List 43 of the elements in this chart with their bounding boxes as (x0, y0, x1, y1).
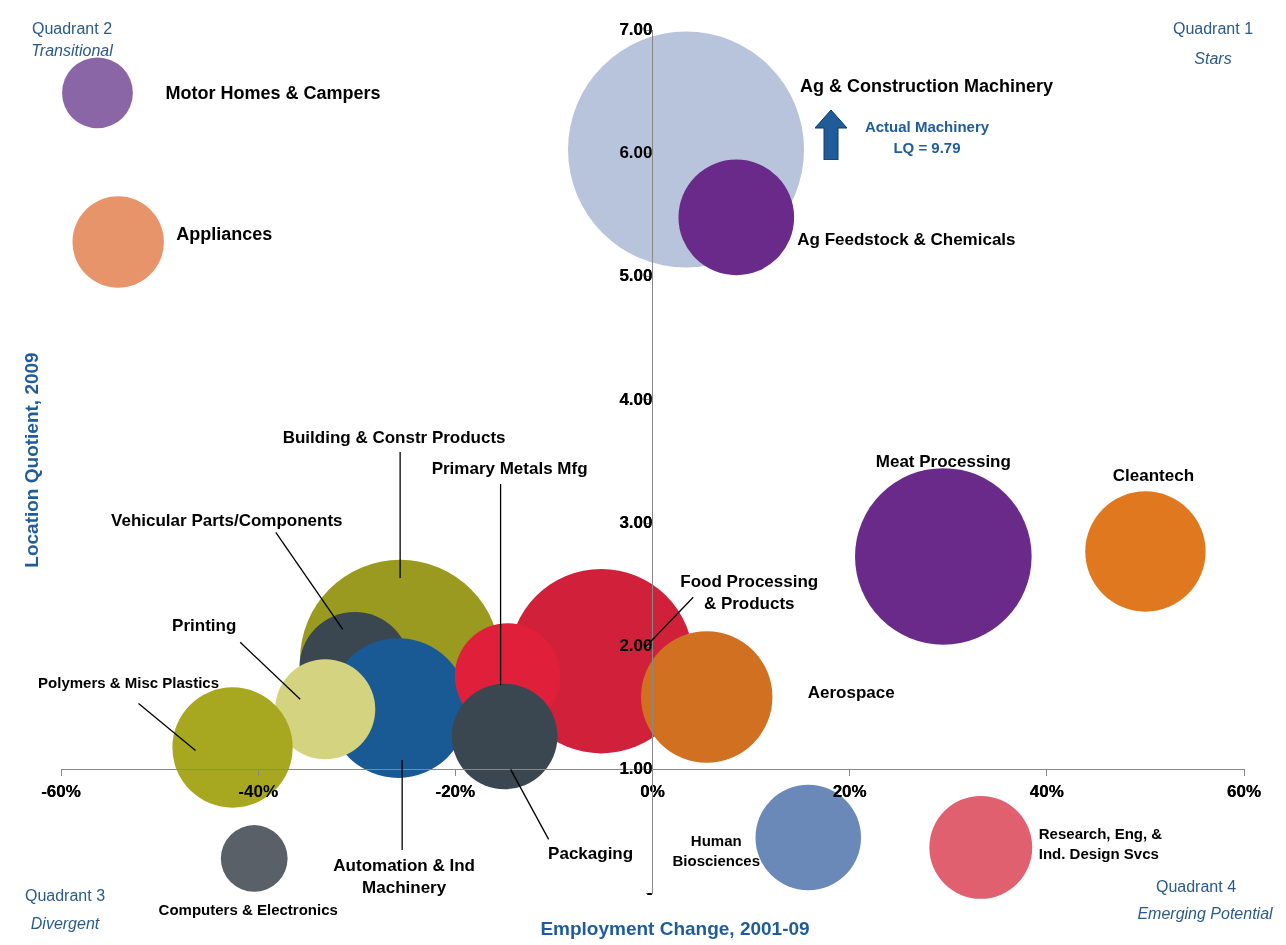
series-label: Research, Eng, & Ind. Design Svcs (1038, 824, 1163, 862)
annotation: Actual Machinery LQ = 9.79 (864, 118, 990, 157)
y-tick-label: 7.00 (619, 19, 653, 39)
x-axis-title: Employment Change, 2001-09 (540, 918, 810, 940)
series-label: Food Processing & Products (680, 571, 819, 613)
series-label: Ag Feedstock & Chemicals (797, 230, 1016, 250)
y-tick-label: 6.00 (619, 142, 653, 162)
x-tick-label: 60% (1226, 781, 1262, 801)
text: Divergent (30, 915, 100, 933)
text: Printing (172, 615, 237, 635)
annotation: Quadrant 2 (31, 20, 113, 38)
series-label: Polymers & Misc Plastics (38, 673, 219, 691)
series-label: Meat Processing (875, 452, 1011, 472)
text: Emerging Potential (1137, 905, 1274, 923)
y-axis-title: Location Quotient, 2009 (21, 352, 43, 568)
y-tick-label: 3.00 (619, 512, 653, 532)
y-tick-label: 1.00 (619, 759, 653, 779)
y-tick-label: 5.00 (619, 266, 653, 286)
series-label: Cleantech (1112, 466, 1195, 486)
annotation: Transitional (31, 42, 114, 60)
annotation: Stars (1194, 50, 1232, 68)
x-tick-label: -20% (435, 781, 476, 801)
annotation: Quadrant 4 (1155, 878, 1237, 896)
text: Vehicular Parts/Components (111, 511, 343, 531)
annotation: Quadrant 1 (1172, 20, 1254, 38)
series-label: Ag & Construction Machinery (800, 75, 1054, 96)
x-tick-label: 20% (832, 781, 867, 801)
series-label: Motor Homes & Campers (165, 82, 381, 103)
x-tick-label: -60% (41, 781, 81, 801)
annotation: Quadrant 3 (24, 887, 106, 905)
series-label: Human Biosciences (672, 831, 761, 869)
text: Automation & Ind Machinery (333, 855, 475, 897)
series-label: Appliances (176, 224, 273, 245)
text: Packaging (548, 844, 634, 864)
x-tick-label: 40% (1029, 781, 1064, 801)
y-tick-label: 4.00 (619, 389, 653, 409)
x-tick-label: 0% (640, 781, 665, 801)
text: Building & Constr Products (282, 427, 506, 447)
text: Primary Metals Mfg (431, 458, 588, 478)
series-label: Computers & Electronics (158, 900, 338, 918)
y-tick-label: 2.00 (619, 636, 653, 656)
y-tick-label: - (646, 882, 653, 902)
text: Aerospace (807, 682, 895, 702)
